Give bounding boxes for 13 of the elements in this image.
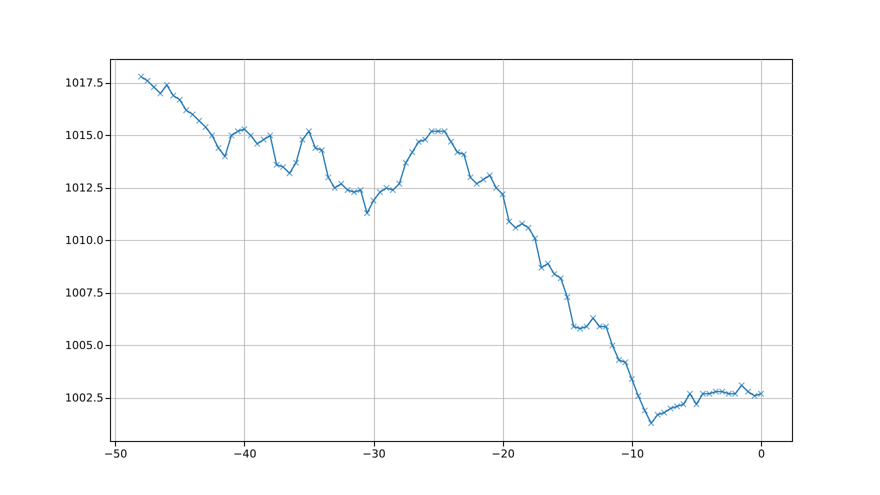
y-tick-label: 1012.5 bbox=[65, 181, 104, 194]
y-tick-label: 1017.5 bbox=[65, 76, 104, 90]
y-tick-label: 1002.5 bbox=[65, 391, 104, 404]
x-tick-label: −10 bbox=[620, 448, 644, 460]
x-tick-label: −40 bbox=[233, 448, 256, 460]
x-tick-label: −50 bbox=[104, 448, 128, 460]
y-tick-label: 1015.0 bbox=[65, 128, 104, 142]
y-tick-label: 1007.5 bbox=[65, 286, 104, 300]
x-tick-label: −30 bbox=[362, 448, 386, 460]
y-tick-label: 1005.0 bbox=[65, 338, 104, 352]
x-tick-label: −20 bbox=[492, 448, 515, 460]
y-tick-label: 1010.0 bbox=[65, 234, 104, 247]
x-tick-label: 0 bbox=[758, 448, 765, 460]
